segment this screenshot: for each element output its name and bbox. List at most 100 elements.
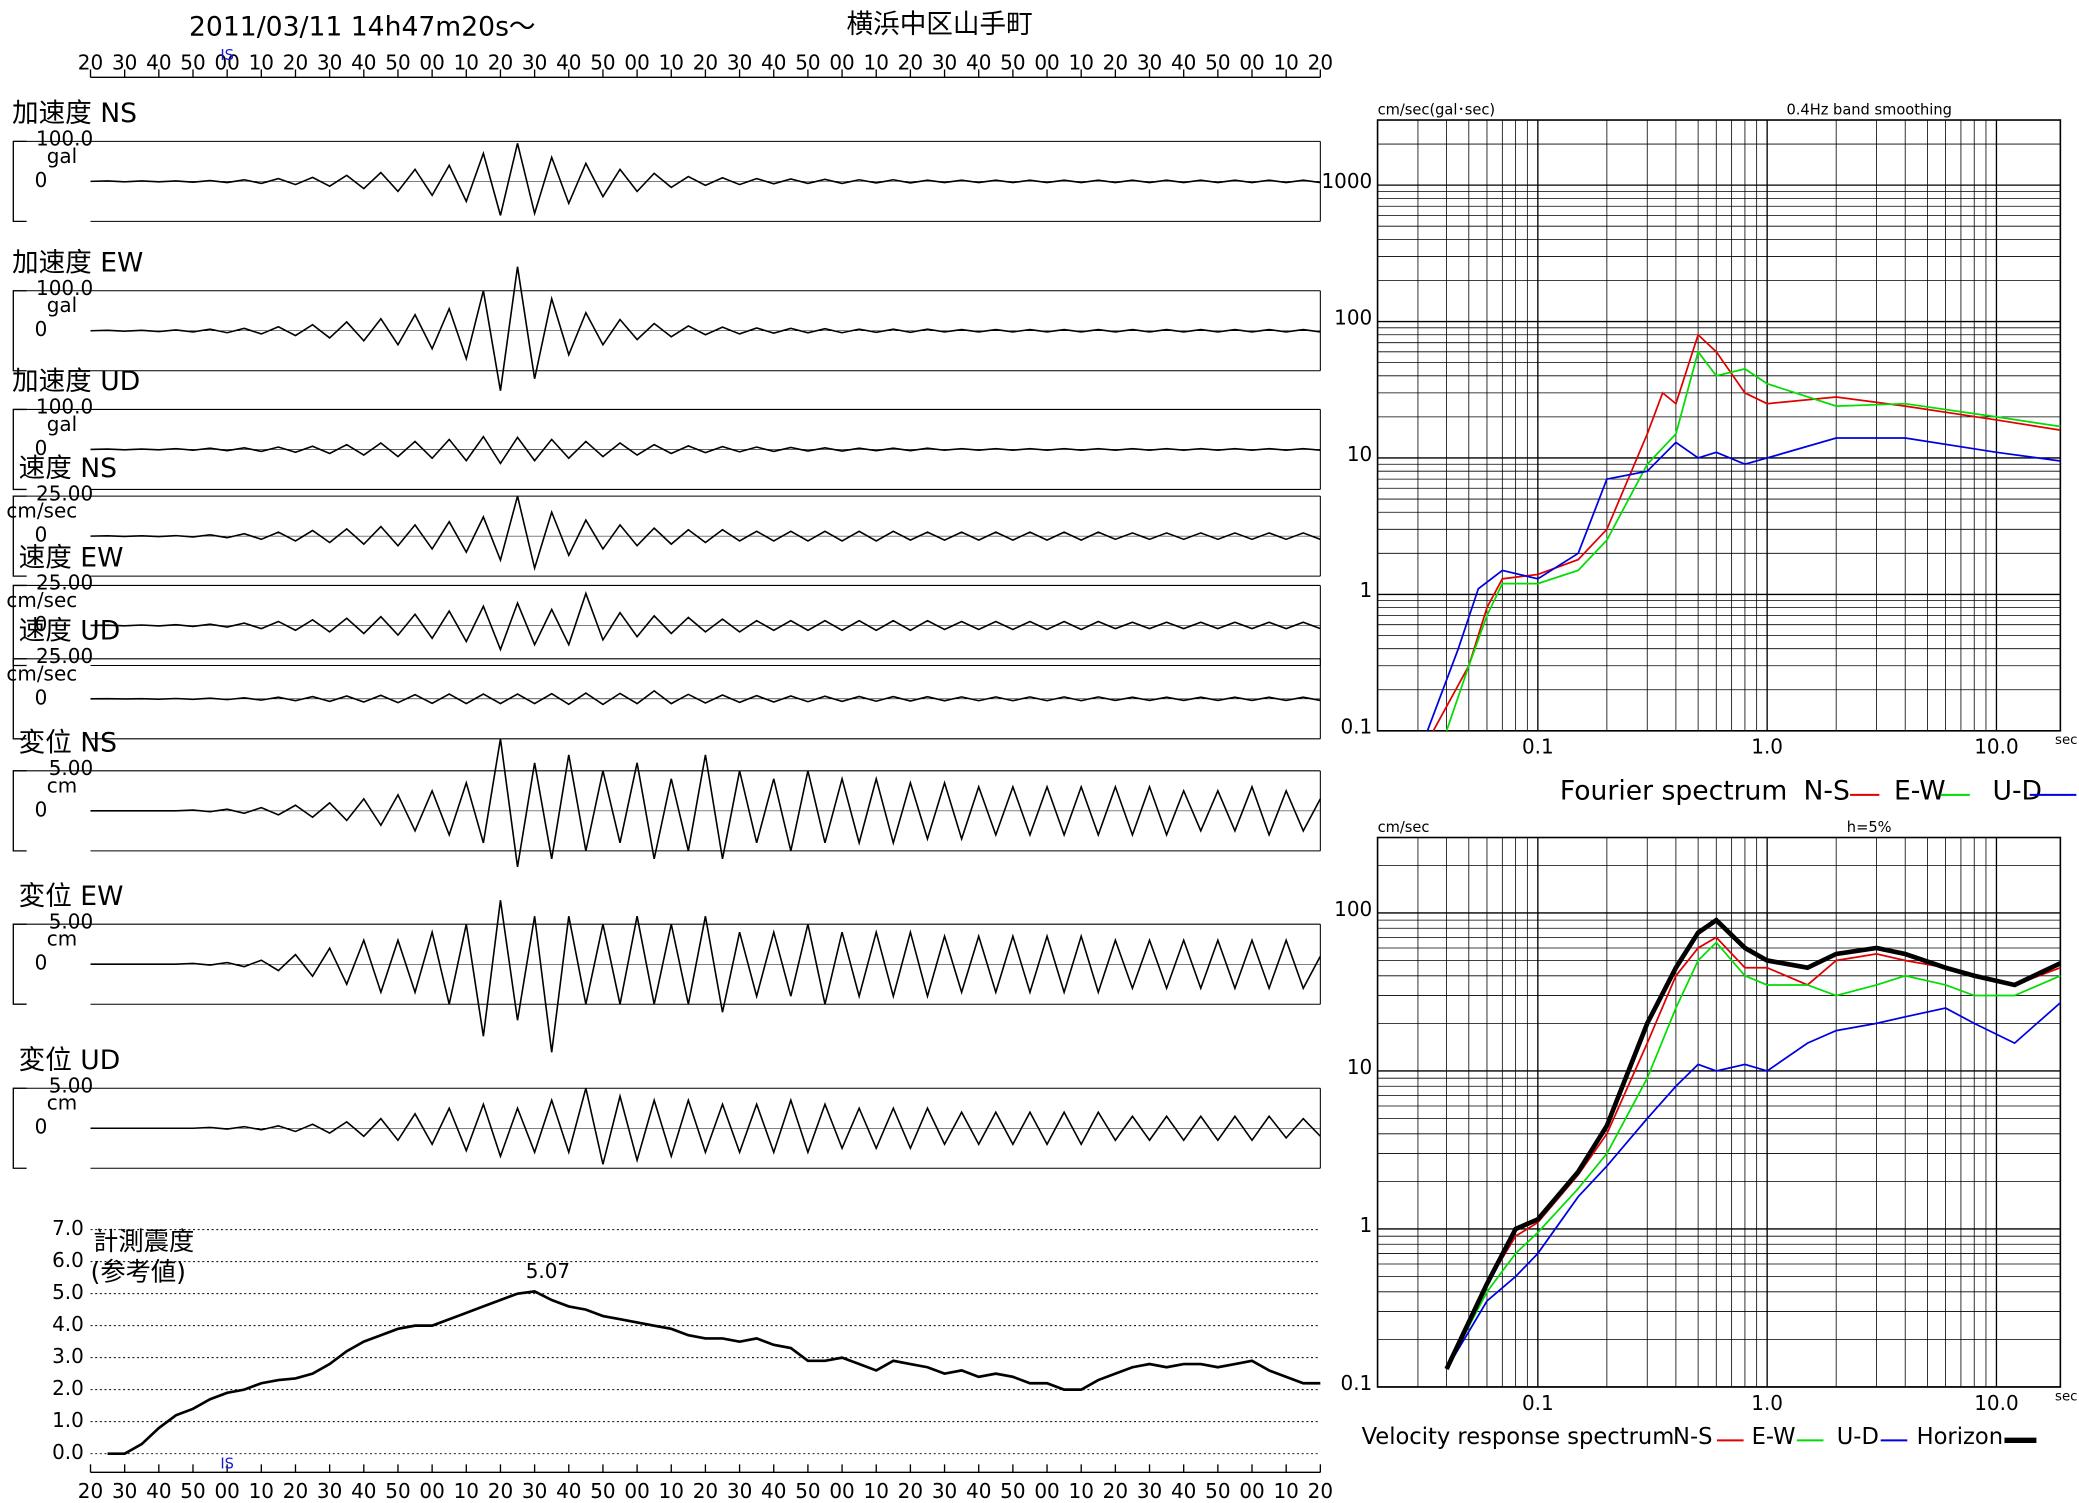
x-tick-label: 10 (454, 1479, 479, 1503)
x-tick-label: 50 (1205, 1479, 1230, 1503)
x-tick-label: 20 (283, 1479, 308, 1503)
trace-unit: cm/sec (6, 499, 77, 523)
y-tick-label: 5.00 (49, 1073, 93, 1097)
y-tick-label: 5.0 (52, 1280, 84, 1304)
spectrum-line (1432, 333, 2061, 732)
y-tick-label: 7.0 (52, 1216, 84, 1240)
waveform-trace (90, 689, 1321, 706)
x-tick-label: 20 (488, 51, 513, 75)
x-tick-label: 0.1 (1522, 1391, 1554, 1415)
spectrum-line (1445, 349, 2061, 732)
y-tick-label: 0.1 (1341, 715, 1373, 739)
x-tick-label: 20 (898, 1479, 923, 1503)
trace-unit: cm (47, 927, 77, 951)
x-tick-label: 40 (556, 1479, 581, 1503)
y-tick-label: 25.00 (36, 481, 93, 505)
x-tick-label: 50 (385, 51, 410, 75)
y-tick-label: 10 (1347, 442, 1372, 466)
trace-unit: cm (47, 773, 77, 797)
x-tick-label: 40 (351, 1479, 376, 1503)
x-axis-label: sec (2055, 733, 2077, 748)
y-tick-label: 1.0 (52, 1408, 84, 1432)
x-tick-label: 30 (317, 1479, 342, 1503)
y-axis-label: cm/sec (1378, 819, 1430, 836)
trace-title: 変位 EW (19, 881, 124, 912)
y-tick-label: 0 (35, 1115, 48, 1139)
y-tick-label: 0 (35, 436, 48, 460)
trace-title: 変位 NS (19, 728, 117, 759)
x-tick-label: 40 (1171, 1479, 1196, 1503)
trace-unit: gal (47, 412, 77, 436)
y-tick-label: 25.00 (36, 644, 93, 668)
x-tick-label: 00 (829, 1479, 854, 1503)
legend-label: E-W (1894, 776, 1946, 807)
trace-bracket (12, 770, 27, 852)
waveform-trace (90, 900, 1322, 1053)
x-tick-label: 00 (419, 51, 444, 75)
x-tick-label: 10 (1273, 1479, 1298, 1503)
trace-bracket (12, 1087, 27, 1169)
plot-frame (1376, 119, 2062, 732)
x-tick-label: 50 (1205, 51, 1230, 75)
x-tick-label: 50 (180, 1479, 205, 1503)
x-tick-label: 00 (624, 1479, 649, 1503)
y-tick-label: 5.00 (49, 909, 93, 933)
x-tick-label: 40 (146, 1479, 171, 1503)
trace-title: 速度 UD (19, 616, 121, 647)
waveform-trace (90, 143, 1321, 217)
y-tick-label: 5.00 (49, 756, 93, 780)
trace-bracket (12, 923, 27, 1005)
spectrum-line (1445, 1002, 2061, 1370)
y-tick-label: 0.0 (52, 1440, 84, 1464)
x-tick-label: 20 (1308, 1479, 1333, 1503)
y-tick-label: 100 (1334, 305, 1372, 329)
x-tick-label: 10.0 (1974, 735, 2018, 759)
spectrum-line (1445, 941, 2061, 1370)
x-tick-label: 1.0 (1751, 735, 1783, 759)
x-tick-label: 30 (522, 51, 547, 75)
y-tick-label: 0 (35, 317, 48, 341)
waveform-trace (90, 591, 1321, 652)
x-tick-label: 1.0 (1751, 1391, 1783, 1415)
x-tick-label: 40 (761, 1479, 786, 1503)
legend-label: Horizon (1917, 1424, 2003, 1450)
x-tick-label: 50 (590, 51, 615, 75)
x-tick-label: 00 (829, 51, 854, 75)
x-tick-label: 20 (1103, 51, 1128, 75)
x-tick-label: 10 (864, 51, 889, 75)
y-tick-label: 2.0 (52, 1376, 84, 1400)
y-tick-label: 100.0 (36, 395, 93, 419)
y-tick-label: 25.00 (36, 571, 93, 595)
x-tick-label: 30 (317, 51, 342, 75)
x-tick-label: 20 (78, 51, 103, 75)
location: 横浜中区山手町 (847, 9, 1033, 40)
x-tick-label: 00 (419, 1479, 444, 1503)
x-axis-label: sec (2055, 1389, 2077, 1404)
x-tick-label: 10 (454, 51, 479, 75)
y-tick-label: 3.0 (52, 1344, 84, 1368)
x-tick-label: 10 (249, 51, 274, 75)
x-tick-label: 50 (795, 1479, 820, 1503)
x-tick-label: 20 (488, 1479, 513, 1503)
x-tick-label: 50 (1000, 51, 1025, 75)
x-tick-label: 40 (1171, 51, 1196, 75)
trace-title: 速度 NS (19, 453, 117, 484)
x-tick-label: 20 (1103, 1479, 1128, 1503)
trace-unit: gal (47, 144, 77, 168)
chart-title: Fourier spectrum (1560, 776, 1787, 807)
x-tick-label: 50 (385, 1479, 410, 1503)
y-tick-label: 1 (1360, 578, 1373, 602)
legend-label: N-S (1673, 1424, 1712, 1450)
x-tick-label: 00 (1239, 1479, 1264, 1503)
y-tick-label: 6.0 (52, 1248, 84, 1272)
x-tick-label: 20 (78, 1479, 103, 1503)
waveform-trace (90, 495, 1321, 572)
marker-label: IS (220, 1455, 234, 1472)
waveform-trace (90, 1088, 1321, 1165)
x-tick-label: 30 (727, 1479, 752, 1503)
x-tick-label: 30 (1137, 51, 1162, 75)
plot-frame (1376, 836, 2062, 1388)
trace-unit: cm/sec (6, 588, 77, 612)
trace-unit: cm (47, 1091, 77, 1115)
x-tick-label: 50 (1000, 1479, 1025, 1503)
